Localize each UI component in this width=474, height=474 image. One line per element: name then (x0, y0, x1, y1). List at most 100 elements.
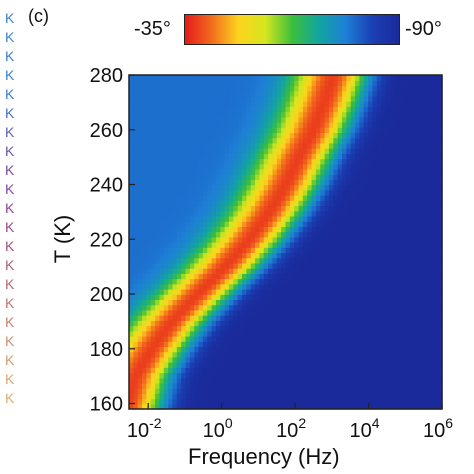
heatmap-cell (150, 106, 156, 113)
heatmap-cell (181, 278, 187, 285)
heatmap-cell (298, 226, 304, 233)
heatmap-cell (150, 80, 156, 87)
heatmap-cell (307, 304, 313, 311)
heatmap-cell (211, 236, 217, 243)
heatmap-cell (181, 403, 187, 410)
heatmap-cell (189, 398, 195, 405)
heatmap-cell (246, 200, 252, 207)
heatmap-cell (155, 195, 161, 201)
heatmap-cell (398, 351, 404, 358)
heatmap-cell (215, 268, 221, 274)
heatmap-cell (268, 393, 274, 400)
heatmap-cell (168, 367, 174, 374)
heatmap-cell (311, 278, 317, 285)
heatmap-cell (394, 294, 400, 301)
heatmap-cell (255, 351, 261, 358)
heatmap-cell (133, 268, 139, 274)
heatmap-cell (250, 388, 256, 394)
heatmap-cell (276, 372, 282, 379)
heatmap-cell (359, 226, 365, 233)
heatmap-cell (150, 142, 156, 149)
heatmap-cell (194, 288, 200, 295)
heatmap-cell (437, 85, 443, 92)
heatmap-cell (394, 121, 400, 128)
heatmap-cell (281, 200, 287, 207)
heatmap-cell (194, 148, 200, 154)
heatmap-cell (237, 403, 243, 410)
heatmap-cell (437, 346, 443, 353)
heatmap-cell (307, 231, 313, 238)
heatmap-cell (268, 257, 274, 264)
heatmap-cell (250, 382, 256, 389)
heatmap-cell (346, 403, 352, 410)
heatmap-cell (194, 95, 200, 102)
heatmap-cell (207, 101, 213, 107)
heatmap-cell (276, 341, 282, 347)
heatmap-cell (224, 309, 230, 316)
heatmap-cell (320, 257, 326, 264)
heatmap-cell (159, 304, 165, 311)
heatmap-cell (350, 210, 356, 217)
heatmap-cell (133, 179, 139, 186)
heatmap-cell (411, 127, 417, 134)
heatmap-cell (259, 398, 265, 405)
heatmap-cell (224, 195, 230, 201)
heatmap-cell (163, 142, 169, 149)
heatmap-cell (320, 174, 326, 180)
heatmap-cell (359, 121, 365, 128)
heatmap-cell (150, 403, 156, 410)
heatmap-cell (211, 127, 217, 134)
heatmap-cell (198, 288, 204, 295)
heatmap-cell (228, 268, 234, 274)
heatmap-cell (437, 221, 443, 227)
heatmap-cell (150, 101, 156, 107)
heatmap-cell (159, 210, 165, 217)
heatmap-cell (420, 116, 426, 123)
heatmap-cell (150, 215, 156, 222)
heatmap-cell (394, 315, 400, 321)
heatmap-cell (207, 179, 213, 186)
heatmap-cell (220, 121, 226, 128)
heatmap-cell (298, 127, 304, 134)
heatmap-cell (211, 189, 217, 196)
heatmap-cell (281, 362, 287, 368)
heatmap-cell (137, 252, 143, 259)
heatmap-cell (355, 356, 361, 363)
heatmap-cell (189, 116, 195, 123)
heatmap-cell (328, 268, 334, 274)
heatmap-cell (324, 132, 330, 139)
heatmap-cell (272, 335, 278, 342)
heatmap-cell (198, 268, 204, 274)
heatmap-cell (233, 388, 239, 394)
heatmap-cell (346, 362, 352, 368)
heatmap-cell (437, 200, 443, 207)
heatmap-cell (211, 85, 217, 92)
heatmap-cell (250, 341, 256, 347)
heatmap-cell (411, 148, 417, 154)
heatmap-cell (202, 174, 208, 180)
heatmap-cell (407, 163, 413, 170)
heatmap-cell (328, 299, 334, 306)
heatmap-cell (368, 121, 374, 128)
heatmap-cell (146, 242, 152, 248)
heatmap-cell (376, 346, 382, 353)
heatmap-cell (137, 351, 143, 358)
heatmap-cell (215, 195, 221, 201)
heatmap-cell (202, 320, 208, 327)
heatmap-cell (398, 200, 404, 207)
heatmap-cell (302, 200, 308, 207)
heatmap-cell (363, 393, 369, 400)
heatmap-cell (268, 388, 274, 394)
heatmap-cell (129, 325, 134, 332)
heatmap-cell (350, 226, 356, 233)
heatmap-cell (189, 153, 195, 160)
heatmap-cell (220, 174, 226, 180)
heatmap-cell (155, 168, 161, 175)
heatmap-cell (307, 356, 313, 363)
heatmap-cell (285, 309, 291, 316)
heatmap-cell (137, 309, 143, 316)
heatmap-cell (181, 262, 187, 269)
heatmap-cell (285, 236, 291, 243)
heatmap-cell (407, 179, 413, 186)
heatmap-cell (246, 174, 252, 180)
